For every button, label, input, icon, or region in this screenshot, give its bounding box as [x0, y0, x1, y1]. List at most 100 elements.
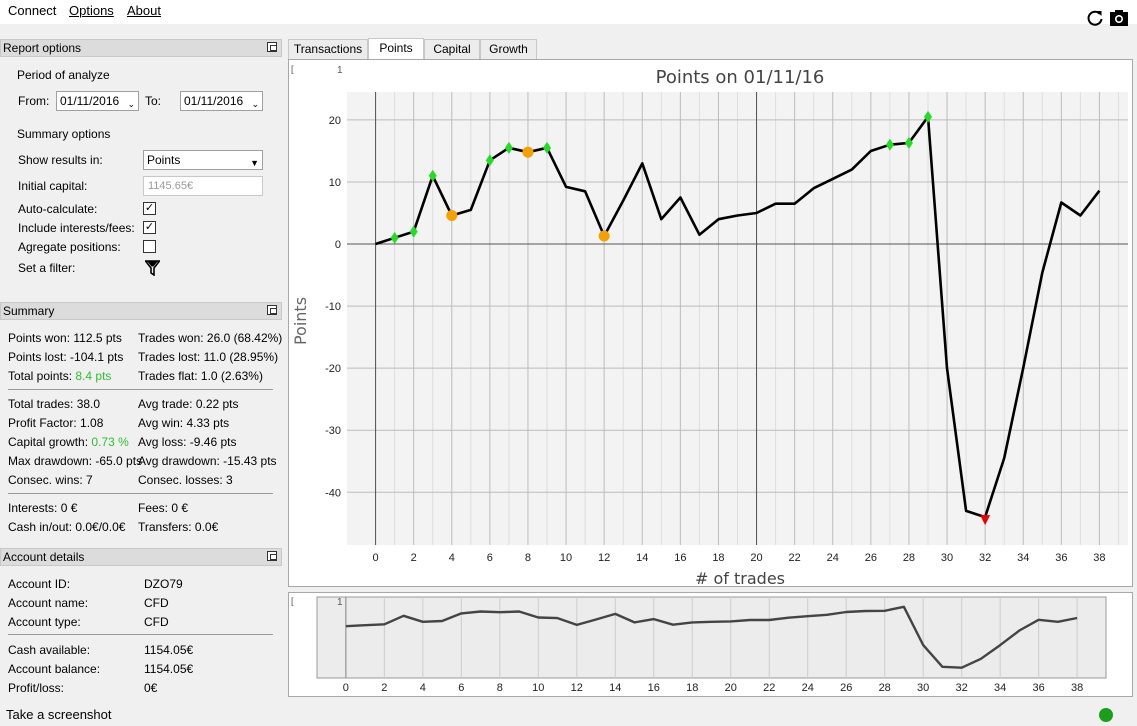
x-tick-label: 10	[560, 552, 572, 564]
series-line-points	[375, 115, 1101, 519]
overview-x-tick-label: 38	[1071, 682, 1083, 694]
period-label: Period of analyze	[17, 68, 110, 82]
caret-down-icon: ▼	[250, 158, 259, 168]
capital-growth: Capital growth: 0.73 %	[8, 435, 129, 449]
win-marker	[885, 138, 894, 151]
float-window-icon[interactable]	[267, 42, 277, 52]
chart-title: Points on 01/11/16	[656, 67, 825, 88]
tab-capital[interactable]: Capital	[424, 39, 480, 59]
from-label: From:	[18, 94, 50, 108]
filter-icon[interactable]	[145, 260, 160, 276]
win-marker	[409, 225, 418, 238]
chevron-down-icon: ⌄	[127, 99, 135, 109]
interests: Interests: 0 €	[8, 501, 78, 515]
chart-corner-label: 1	[337, 65, 343, 76]
menu-about[interactable]: About	[127, 3, 161, 18]
y-tick-label: -20	[325, 363, 341, 375]
initial-capital-label: Initial capital:	[18, 179, 88, 193]
overview-x-tick-label: 36	[1033, 682, 1045, 694]
status-indicator	[1099, 708, 1113, 722]
x-tick-label: 36	[1055, 552, 1067, 564]
menu-connect[interactable]: Connect	[8, 3, 57, 18]
points-chart[interactable]: 0 2 4 6 8 10 12 14 16 18 20 22 24 26 28 30 32 34 36 38 -40-…	[289, 60, 1132, 586]
y-tick-label: -30	[325, 425, 341, 437]
show-results-label: Show results in:	[18, 153, 103, 167]
win-marker	[543, 141, 552, 154]
points-chart-panel: 0 2 4 6 8 10 12 14 16 18 20 22 24 26 28 30 32 34 36 38 -40-…	[288, 59, 1133, 587]
chart-y-axis-label: Points	[291, 297, 310, 345]
x-tick-label: 6	[487, 552, 493, 564]
account-header: Account details	[0, 548, 282, 566]
menu-options-label: Options	[69, 3, 114, 18]
include-fees-checkbox[interactable]: ✓	[143, 221, 156, 234]
overview-x-tick-label: 30	[917, 682, 929, 694]
overview-x-tick-label: 6	[458, 682, 464, 694]
avg-loss: Avg loss: -9.46 pts	[138, 435, 237, 449]
x-tick-label: 16	[674, 552, 686, 564]
account-id-value: DZO79	[144, 577, 183, 591]
overview-x-tick-label: 12	[571, 682, 583, 694]
chevron-down-icon: ⌄	[251, 99, 259, 109]
chart-x-axis-label: # of trades	[695, 569, 785, 586]
auto-calc-checkbox[interactable]: ✓	[143, 202, 156, 215]
x-tick-label: 0	[373, 552, 379, 564]
from-date-picker[interactable]: 01/11/2016 ⌄	[56, 91, 139, 111]
x-tick-label: 26	[865, 552, 877, 564]
avg-drawdown: Avg drawdown: -15.43 pts	[138, 454, 277, 468]
x-tick-label: 22	[789, 552, 801, 564]
overview-x-tick-label: 26	[840, 682, 852, 694]
profit-factor: Profit Factor: 1.08	[8, 416, 104, 430]
initial-capital-input[interactable]: 1145.65€	[143, 176, 263, 196]
capital-growth-label: Capital growth:	[8, 435, 89, 449]
tab-transactions[interactable]: Transactions	[288, 39, 368, 59]
to-label: To:	[145, 94, 162, 108]
report-options-title: Report options	[3, 41, 82, 55]
account-type-value: CFD	[144, 615, 169, 629]
float-window-icon[interactable]	[267, 551, 277, 561]
consec-losses: Consec. losses: 3	[138, 473, 233, 487]
account-id-label: Account ID:	[8, 577, 71, 591]
tab-growth[interactable]: Growth	[480, 39, 537, 59]
overview-chart[interactable]: 0 2 4 6 8 10 12 14 16 18 20 22 24 26 28 30 32 34 36 38 [ 1	[289, 593, 1132, 696]
loss-marker	[522, 146, 534, 158]
summary-divider	[8, 389, 273, 390]
auto-calc-label: Auto-calculate:	[18, 202, 98, 216]
menu-options[interactable]: Options	[69, 3, 114, 18]
max-drawdown: Max drawdown: -65.0 pts	[8, 454, 143, 468]
account-name-value: CFD	[144, 596, 169, 610]
float-window-icon[interactable]	[267, 305, 277, 315]
profit-loss-label: Profit/loss:	[8, 681, 65, 695]
to-date-picker[interactable]: 01/11/2016 ⌄	[180, 91, 263, 111]
x-tick-label: 24	[827, 552, 839, 564]
refresh-icon[interactable]	[1085, 8, 1105, 28]
x-tick-label: 20	[750, 552, 762, 564]
avg-trade: Avg trade: 0.22 pts	[138, 397, 239, 411]
overview-x-tick-label: 34	[994, 682, 1006, 694]
overview-chart-panel: 0 2 4 6 8 10 12 14 16 18 20 22 24 26 28 30 32 34 36 38 [ 1	[288, 592, 1133, 697]
win-marker	[485, 154, 494, 167]
account-divider	[8, 634, 273, 635]
overview-selection-window	[316, 596, 1107, 679]
tab-points[interactable]: Points	[368, 38, 424, 60]
consec-wins: Consec. wins: 7	[8, 473, 93, 487]
camera-icon[interactable]	[1109, 8, 1129, 28]
win-marker	[390, 231, 399, 244]
total-trades: Total trades: 38.0	[8, 397, 101, 411]
overview-x-tick-label: 14	[609, 682, 621, 694]
y-tick-label: -10	[325, 301, 341, 313]
points-won: Points won: 112.5 pts	[8, 331, 122, 345]
summary-title: Summary	[3, 304, 55, 318]
win-marker	[904, 136, 913, 149]
x-tick-label: 14	[636, 552, 648, 564]
show-results-select[interactable]: Points ▼	[143, 150, 263, 170]
include-fees-label: Include interests/fees:	[18, 221, 135, 235]
chart-corner-handle: [	[291, 64, 294, 74]
x-tick-label: 34	[1017, 552, 1029, 564]
overview-series-line	[345, 605, 1078, 669]
fees: Fees: 0 €	[138, 501, 189, 515]
aggregate-checkbox[interactable]	[143, 240, 156, 253]
account-title: Account details	[3, 550, 85, 564]
cash-inout: Cash in/out: 0.0€/0.0€	[8, 520, 126, 534]
overview-x-tick-label: 20	[725, 682, 737, 694]
trades-won: Trades won: 26.0 (68.42%)	[138, 331, 283, 345]
